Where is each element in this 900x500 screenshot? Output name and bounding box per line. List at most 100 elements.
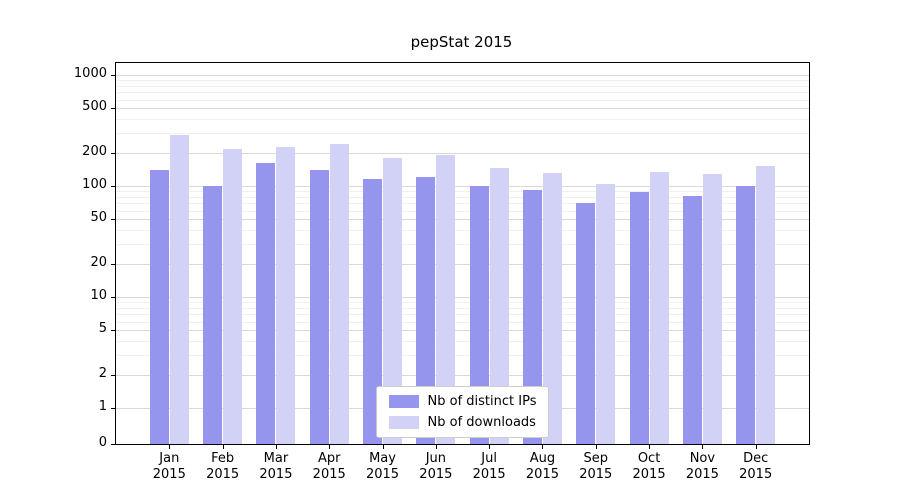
bar-downloads [489,168,509,444]
legend-label-distinct-ips: Nb of distinct IPs [427,394,537,409]
legend-swatch-downloads [388,416,419,429]
major-gridline [116,297,809,298]
x-tick-label: Apr 2015 [312,451,346,482]
legend-swatch-distinct-ips [388,395,419,408]
chart-title: pepStat 2015 [410,33,513,51]
y-tick-mark [111,408,115,409]
x-tick-label: Dec 2015 [739,451,773,482]
minor-gridline [116,302,809,304]
y-tick-label: 100 [82,177,107,192]
x-tick-mark [489,445,491,449]
bar-downloads [223,149,243,444]
x-tick-label: Feb 2015 [206,451,240,482]
x-tick-label: Oct 2015 [632,451,666,482]
bar-downloads [542,173,562,444]
x-tick-label: Nov 2015 [685,451,719,482]
bar-distinct-ips [256,163,276,444]
minor-gridline [116,230,809,232]
x-tick-mark [649,445,651,449]
major-gridline [116,330,809,332]
bar-downloads [329,143,349,444]
bar-downloads [596,183,616,444]
minor-gridline [116,321,809,323]
legend: Nb of distinct IPs Nb of downloads [375,386,550,438]
y-tick-label: 0 [98,435,107,450]
y-tick-mark [111,219,115,221]
minor-gridline [116,92,809,94]
bar-downloads [702,174,722,444]
y-tick-label: 1 [98,399,107,414]
y-tick-mark [111,108,115,110]
x-tick-label: Aug 2015 [525,451,559,482]
y-tick-label: 5 [98,321,107,337]
y-tick-mark [111,330,115,332]
minor-gridline [116,307,809,309]
bar-distinct-ips [309,169,329,444]
x-tick-mark [169,445,171,449]
minor-gridline [116,314,809,316]
y-tick-label: 10 [90,288,107,303]
minor-gridline [116,196,809,198]
x-tick-label: Jan 2015 [152,451,186,482]
bar-distinct-ips [682,195,702,444]
y-tick-mark [111,186,115,187]
legend-item-downloads: Nb of downloads [388,415,537,430]
y-tick-mark [111,444,115,445]
legend-item-distinct-ips: Nb of distinct IPs [388,394,537,409]
y-tick-mark [111,297,115,298]
y-tick-mark [111,152,115,154]
x-tick-label: Sep 2015 [579,451,613,482]
bar-distinct-ips [416,177,436,444]
major-gridline [116,219,809,221]
bar-downloads [436,155,456,444]
bar-downloads [276,146,296,444]
bar-distinct-ips [469,186,489,444]
y-tick-label: 20 [90,254,107,270]
minor-gridline [116,191,809,193]
minor-gridline [116,203,809,205]
y-tick-label: 50 [90,210,107,226]
x-tick-mark [275,445,277,449]
bar-distinct-ips [522,190,542,444]
major-gridline [116,152,809,154]
x-tick-mark [222,445,224,449]
x-tick-label: Jul 2015 [472,451,506,482]
bar-distinct-ips [576,203,596,444]
x-tick-label: Jun 2015 [419,451,453,482]
minor-gridline [116,244,809,246]
y-tick-label: 1000 [73,66,107,81]
x-tick-mark [435,445,437,449]
minor-gridline [116,210,809,212]
major-gridline [116,374,809,376]
bar-distinct-ips [736,186,756,444]
y-tick-label: 200 [82,143,107,159]
bar-downloads [169,134,189,444]
minor-gridline [116,80,809,82]
bar-distinct-ips [149,169,169,444]
minor-gridline [116,85,809,87]
bar-downloads [383,157,403,444]
bar-distinct-ips [363,179,383,444]
x-tick-label: May 2015 [365,451,400,482]
bar-distinct-ips [203,186,223,444]
minor-gridline [116,355,809,357]
major-gridline [116,186,809,187]
x-tick-mark [382,445,384,449]
x-tick-label: Mar 2015 [259,451,293,482]
legend-label-downloads: Nb of downloads [427,415,536,430]
chart-plot-area: Nb of distinct IPs Nb of downloads [115,62,810,445]
x-tick-mark [595,445,597,449]
x-tick-mark [702,445,704,449]
bar-downloads [649,171,669,444]
y-tick-mark [111,263,115,265]
minor-gridline [116,99,809,101]
minor-gridline [116,133,809,135]
y-tick-label: 2 [98,365,107,381]
y-tick-mark [111,75,115,76]
major-gridline [116,108,809,110]
y-tick-label: 500 [82,99,107,115]
bar-distinct-ips [629,192,649,444]
minor-gridline [116,341,809,343]
bar-downloads [756,166,776,444]
